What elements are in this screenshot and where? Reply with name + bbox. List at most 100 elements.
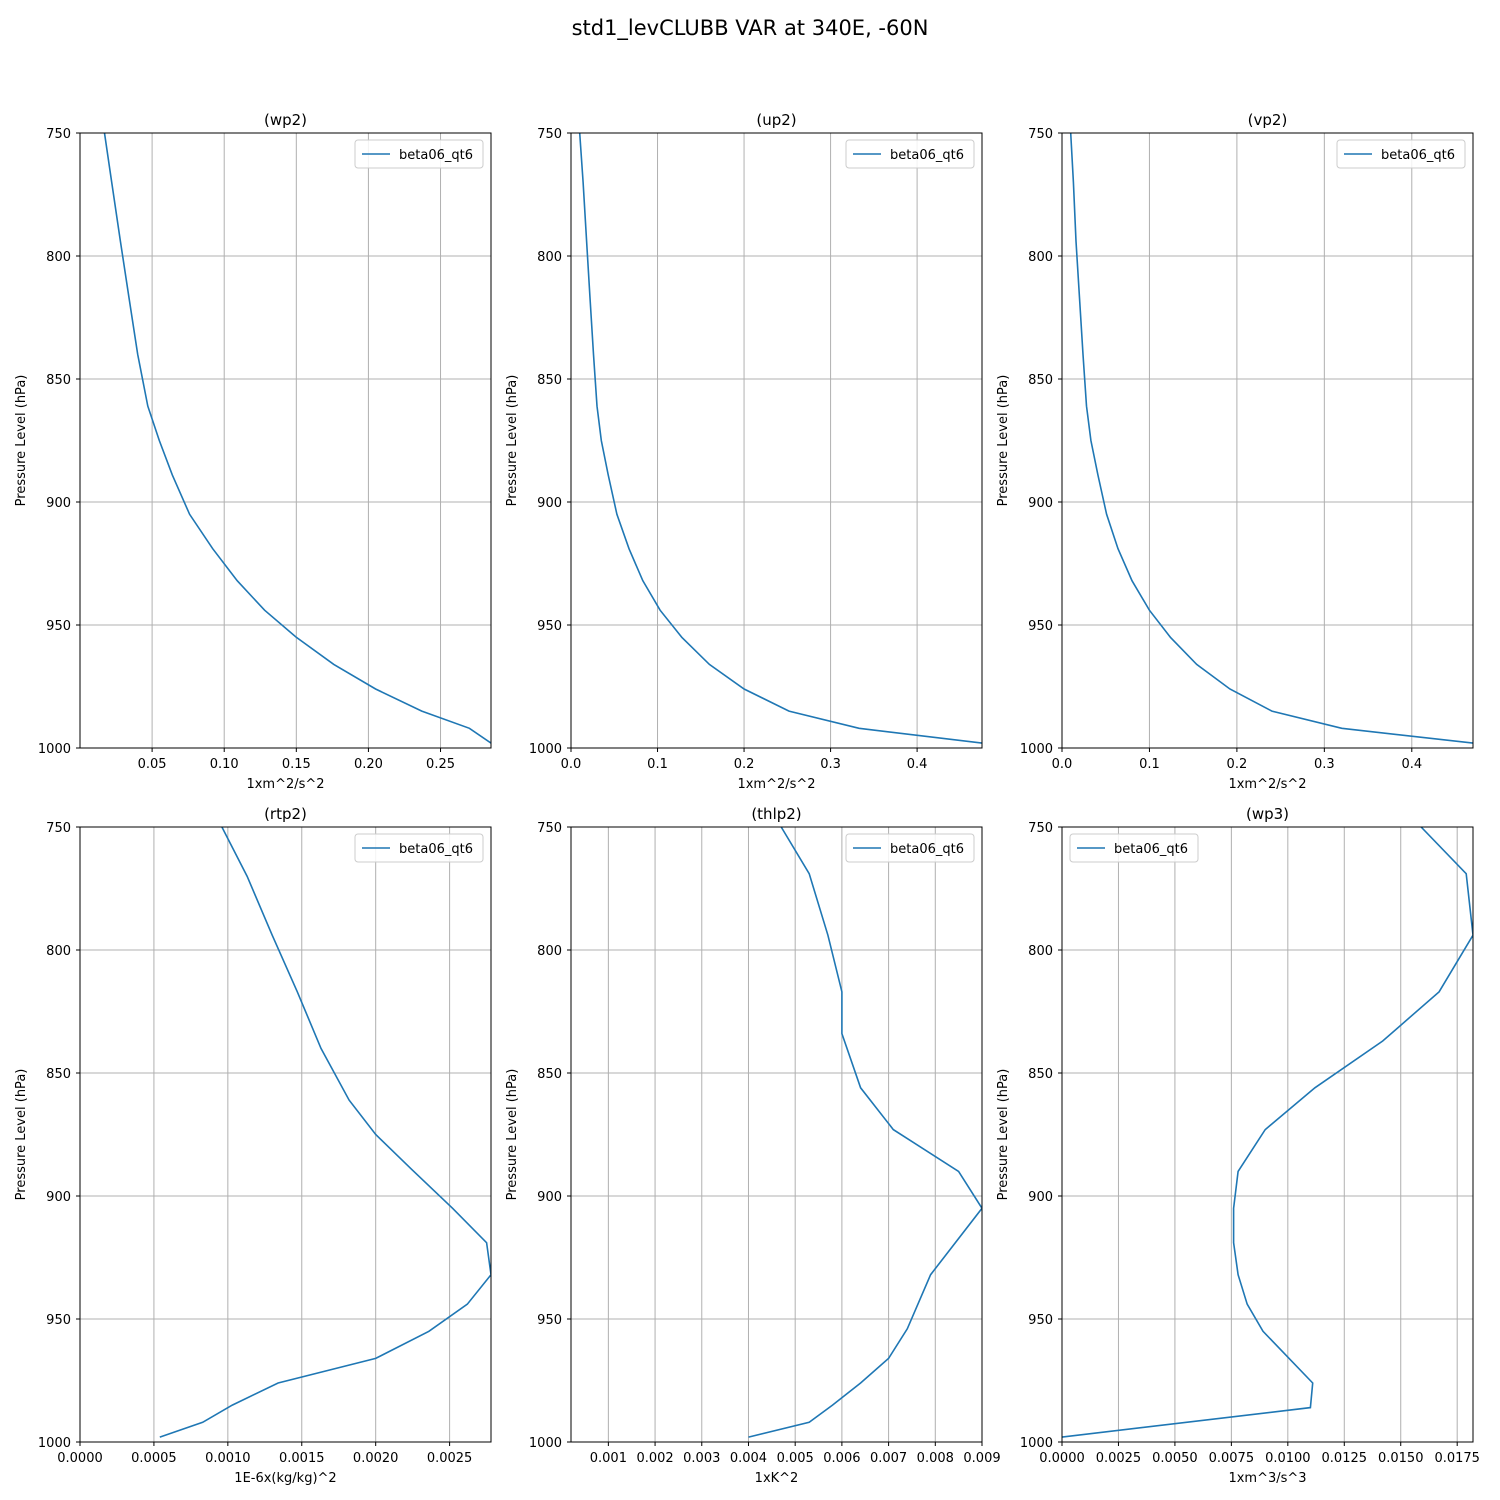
y-tick-label: 950 [1028,1313,1053,1328]
x-tick-label: 0.05 [138,757,167,772]
subplot-4: 0.001 0.002 0.003 0.004 0.005 0.006 0.007 0.008… [505,805,1001,1486]
y-tick-label: 1000 [1020,1436,1053,1451]
y-tick-label: 1000 [529,742,562,757]
series-line-beta06_qt6 [748,827,982,1438]
axes-frame [1061,132,1474,749]
series-line-beta06_qt6 [1069,133,1473,744]
y-tick-label: 850 [537,373,562,388]
y-tick-label: 750 [1028,127,1053,142]
x-axis-label: 1xK^2 [755,1471,799,1486]
subplot-title: (wp2) [264,111,307,129]
y-tick-label: 800 [1028,250,1053,265]
x-tick-label: 0.3 [1314,757,1335,772]
legend-label: beta06_qt6 [399,148,473,163]
x-tick-label: 0.4 [907,757,928,772]
y-axis-label: Pressure Level (hPa) [14,1069,29,1201]
x-tick-label: 0.0020 [353,1451,399,1466]
x-tick-label: 0.003 [683,1451,720,1466]
subplot-5: 0.0000 0.0025 0.0050 0.0075 0.0100 0.0125 0.01… [996,805,1480,1486]
legend-label: beta06_qt6 [1381,148,1455,163]
x-tick-label: 0.0150 [1378,1451,1424,1466]
legend-box [1336,139,1466,169]
y-tick-label: 900 [46,496,71,511]
subplot-2: 0.0 0.1 0.2 0.3 0.4 750 800 850 900 950 1000 (vp2) 1… [996,111,1474,792]
legend: beta06_qt6 [845,139,975,169]
x-axis-label: 1xm^3/s^3 [1228,1471,1306,1486]
axes-frame [570,826,983,1443]
x-tick-label: 0.0025 [1096,1451,1142,1466]
legend: beta06_qt6 [1336,139,1466,169]
x-tick-label: 0.0000 [1039,1451,1085,1466]
axes-frame [1061,826,1474,1443]
subplot-1: 0.0 0.1 0.2 0.3 0.4 750 800 850 900 950 1000 (up2) 1… [505,111,983,792]
y-tick-label: 900 [1028,496,1053,511]
x-tick-label: 0.001 [590,1451,627,1466]
y-tick-label: 850 [46,373,71,388]
y-tick-label: 950 [1028,619,1053,634]
x-tick-label: 0.0025 [427,1451,473,1466]
x-tick-label: 0.20 [354,757,383,772]
y-tick-label: 800 [46,944,71,959]
x-tick-label: 0.1 [1139,757,1160,772]
x-tick-label: 0.15 [282,757,311,772]
axes-frame [79,132,492,749]
y-tick-label: 900 [46,1190,71,1205]
y-tick-label: 850 [46,1067,71,1082]
y-tick-label: 950 [537,619,562,634]
x-tick-label: 0.0125 [1322,1451,1368,1466]
y-tick-label: 750 [46,821,71,836]
series-line-beta06_qt6 [578,133,982,744]
y-tick-label: 750 [1028,821,1053,836]
y-tick-label: 850 [1028,373,1053,388]
x-tick-label: 0.0050 [1152,1451,1198,1466]
y-tick-label: 900 [1028,1190,1053,1205]
x-tick-label: 0.0010 [205,1451,251,1466]
x-tick-label: 0.004 [730,1451,767,1466]
y-tick-label: 950 [46,619,71,634]
y-tick-label: 750 [537,127,562,142]
y-tick-label: 950 [537,1313,562,1328]
x-tick-label: 0.0 [1052,757,1073,772]
series-line-beta06_qt6 [103,133,491,744]
legend-box [354,139,484,169]
y-tick-label: 1000 [1020,742,1053,757]
x-axis-label: 1xm^2/s^2 [737,777,815,792]
series-line-beta06_qt6 [159,827,491,1438]
y-axis-label: Pressure Level (hPa) [505,375,520,507]
x-tick-label: 0.25 [426,757,455,772]
x-tick-label: 0.10 [210,757,239,772]
x-tick-label: 0.0015 [279,1451,325,1466]
y-tick-label: 850 [1028,1067,1053,1082]
x-tick-label: 0.0175 [1434,1451,1480,1466]
x-tick-label: 0.3 [820,757,841,772]
legend-box [845,833,975,863]
y-tick-label: 800 [1028,944,1053,959]
subplot-title: (vp2) [1248,111,1288,129]
x-tick-label: 0.2 [1227,757,1248,772]
x-axis-label: 1xm^2/s^2 [246,777,324,792]
y-tick-label: 850 [537,1067,562,1082]
x-tick-label: 0.2 [734,757,755,772]
y-tick-label: 800 [46,250,71,265]
x-tick-label: 0.0100 [1265,1451,1311,1466]
x-tick-label: 0.007 [870,1451,907,1466]
y-axis-label: Pressure Level (hPa) [996,375,1011,507]
subplot-title: (rtp2) [264,805,307,823]
y-tick-label: 800 [537,250,562,265]
legend: beta06_qt6 [354,833,484,863]
x-tick-label: 0.0000 [57,1451,103,1466]
x-tick-label: 0.0005 [131,1451,177,1466]
y-tick-label: 750 [537,821,562,836]
x-tick-label: 0.1 [647,757,668,772]
x-tick-label: 0.008 [917,1451,954,1466]
legend-box [845,139,975,169]
y-tick-label: 900 [537,496,562,511]
legend-label: beta06_qt6 [399,842,473,857]
x-tick-label: 0.4 [1401,757,1422,772]
x-tick-label: 0.006 [823,1451,860,1466]
legend-box [354,833,484,863]
y-tick-label: 750 [46,127,71,142]
y-axis-label: Pressure Level (hPa) [14,375,29,507]
subplot-3: 0.0000 0.0005 0.0010 0.0015 0.0020 0.0025 750 8… [14,805,492,1486]
